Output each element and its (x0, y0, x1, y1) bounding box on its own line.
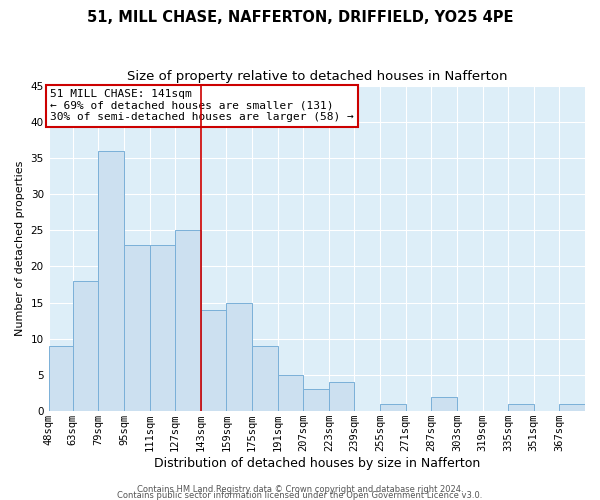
X-axis label: Distribution of detached houses by size in Nafferton: Distribution of detached houses by size … (154, 457, 480, 470)
Bar (329, 382, 355, 411)
Bar (508, 404, 534, 411)
Bar (175, 230, 201, 411)
Bar (380, 404, 406, 411)
Bar (124, 244, 149, 411)
Bar (149, 244, 175, 411)
Text: Contains HM Land Registry data © Crown copyright and database right 2024.: Contains HM Land Registry data © Crown c… (137, 484, 463, 494)
Y-axis label: Number of detached properties: Number of detached properties (15, 160, 25, 336)
Text: 51 MILL CHASE: 141sqm
← 69% of detached houses are smaller (131)
30% of semi-det: 51 MILL CHASE: 141sqm ← 69% of detached … (50, 89, 354, 122)
Text: Contains public sector information licensed under the Open Government Licence v3: Contains public sector information licen… (118, 490, 482, 500)
Bar (73, 281, 98, 411)
Bar (226, 302, 252, 411)
Title: Size of property relative to detached houses in Nafferton: Size of property relative to detached ho… (127, 70, 507, 83)
Bar (252, 346, 278, 411)
Bar (559, 404, 585, 411)
Bar (278, 375, 303, 411)
Bar (431, 396, 457, 411)
Bar (201, 310, 226, 411)
Bar (303, 390, 329, 411)
Text: 51, MILL CHASE, NAFFERTON, DRIFFIELD, YO25 4PE: 51, MILL CHASE, NAFFERTON, DRIFFIELD, YO… (87, 10, 513, 25)
Bar (49, 346, 73, 411)
Bar (98, 150, 124, 411)
